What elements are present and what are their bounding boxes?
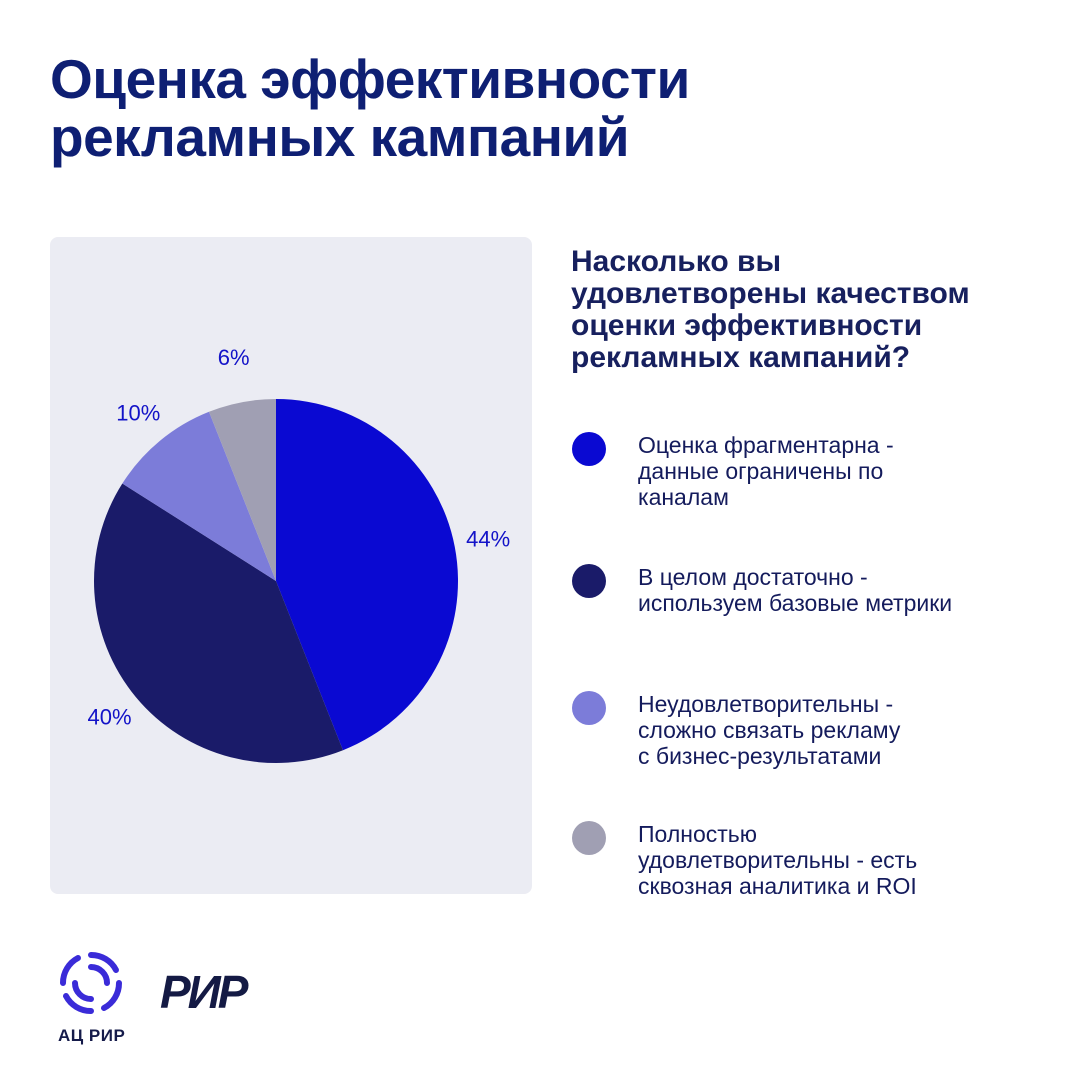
legend-line: с бизнес-результатами — [638, 743, 882, 769]
legend-line: сквозная аналитика и ROI — [638, 873, 917, 899]
pie-value-label: 44% — [466, 526, 510, 551]
legend-label: Оценка фрагментарна - данные ограничены … — [638, 432, 1058, 510]
pie-slice — [122, 411, 276, 581]
legend-dot-icon — [572, 564, 606, 598]
page-title: Оценка эффективности рекламных кампаний — [50, 50, 950, 166]
legend-line: сложно связать рекламу — [638, 717, 901, 743]
legend-label: Неудовлетворительны - сложно связать рек… — [638, 691, 1058, 769]
question-line-3: оценки эффективности — [571, 309, 923, 342]
title-line-1: Оценка эффективности — [50, 48, 690, 110]
legend-line: Полностью — [638, 821, 757, 847]
title-line-2: рекламных кампаний — [50, 106, 630, 168]
legend-line: Оценка фрагментарна - — [638, 432, 894, 458]
pie-chart: 44% 40% 10% 6% — [88, 345, 510, 763]
legend-dot-icon — [572, 691, 606, 725]
logo-label: АЦ РИР — [58, 1026, 126, 1045]
pie-value-label: 10% — [116, 400, 160, 425]
question-line-2: удовлетворены качеством — [571, 277, 970, 310]
legend-line: используем базовые метрики — [638, 590, 953, 616]
legend-label: Полностью удовлетворительны - есть сквоз… — [638, 821, 1058, 899]
legend-line: Неудовлетворительны - — [638, 691, 894, 717]
legend-line: каналам — [638, 484, 729, 510]
rir-logo: РИР — [160, 966, 248, 1018]
legend-dot-icon — [572, 821, 606, 855]
pie-slice — [276, 399, 459, 751]
pie-value-label: 6% — [218, 345, 250, 370]
pie-value-label: 40% — [88, 704, 132, 729]
question-text: Насколько вы удовлетворены качеством оце… — [571, 246, 1041, 374]
question-line-4: рекламных кампаний? — [571, 341, 911, 374]
pie-slice — [94, 483, 343, 763]
legend-line: удовлетворительны - есть — [638, 847, 918, 873]
chart-panel: 44% 40% 10% 6% — [50, 237, 532, 894]
swirl-logo-icon — [59, 951, 123, 1015]
legend-dot-icon — [572, 432, 606, 466]
question-line-1: Насколько вы — [571, 245, 782, 278]
legend-line: В целом достаточно - — [638, 564, 868, 590]
pie-slice — [209, 399, 276, 581]
legend-line: данные ограничены по — [638, 458, 884, 484]
ac-rir-logo — [58, 950, 128, 1016]
legend-label: В целом достаточно - используем базовые … — [638, 564, 1058, 616]
